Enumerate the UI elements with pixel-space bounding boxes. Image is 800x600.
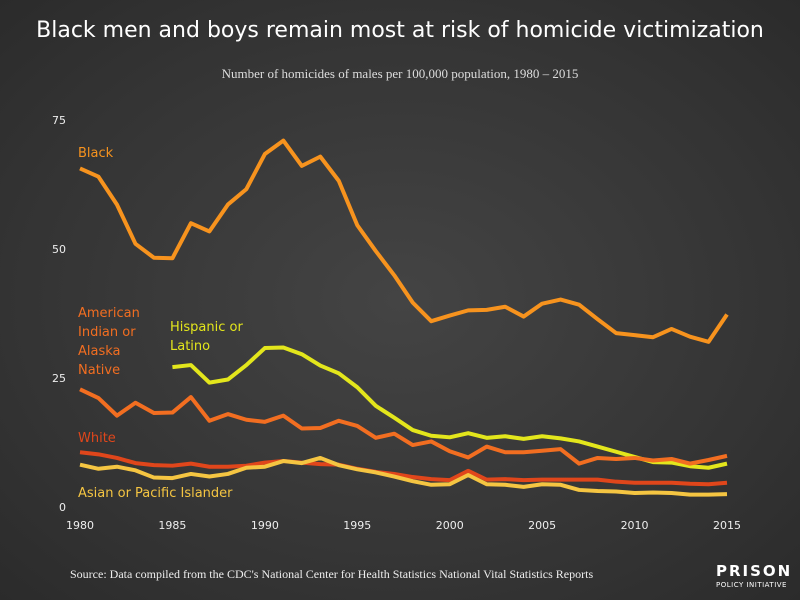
logo: PRISON (716, 562, 793, 580)
y-tick-label: 25 (52, 372, 66, 385)
x-tick-label: 1985 (158, 519, 186, 532)
series-line (79, 387, 728, 466)
series-line (79, 450, 728, 487)
source-note: Source: Data compiled from the CDC's Nat… (70, 567, 594, 581)
y-tick-label: 75 (52, 114, 66, 127)
y-tick-label: 0 (59, 501, 66, 514)
x-tick-label: 1990 (251, 519, 279, 532)
x-tick-label: 2005 (528, 519, 556, 532)
series-label: Black (78, 146, 114, 161)
series-label: American Indian or Alaska Native (78, 306, 140, 378)
series-line (79, 138, 729, 344)
series-label: White (78, 431, 116, 446)
series-label: Asian or Pacific Islander (78, 486, 233, 501)
x-tick-label: 1995 (343, 519, 371, 532)
x-tick-label: 2015 (713, 519, 741, 532)
chart-subtitle: Number of homicides of males per 100,000… (221, 66, 579, 81)
x-tick-label: 2010 (621, 519, 649, 532)
chart-title: Black men and boys remain most at risk o… (36, 18, 764, 43)
logo-subtitle: POLICY INITIATIVE (716, 581, 787, 589)
x-tick-label: 2000 (436, 519, 464, 532)
series-line (79, 455, 728, 497)
x-tick-label: 1980 (66, 519, 94, 532)
y-tick-label: 50 (52, 243, 66, 256)
series-label: Hispanic or Latino (170, 320, 243, 354)
